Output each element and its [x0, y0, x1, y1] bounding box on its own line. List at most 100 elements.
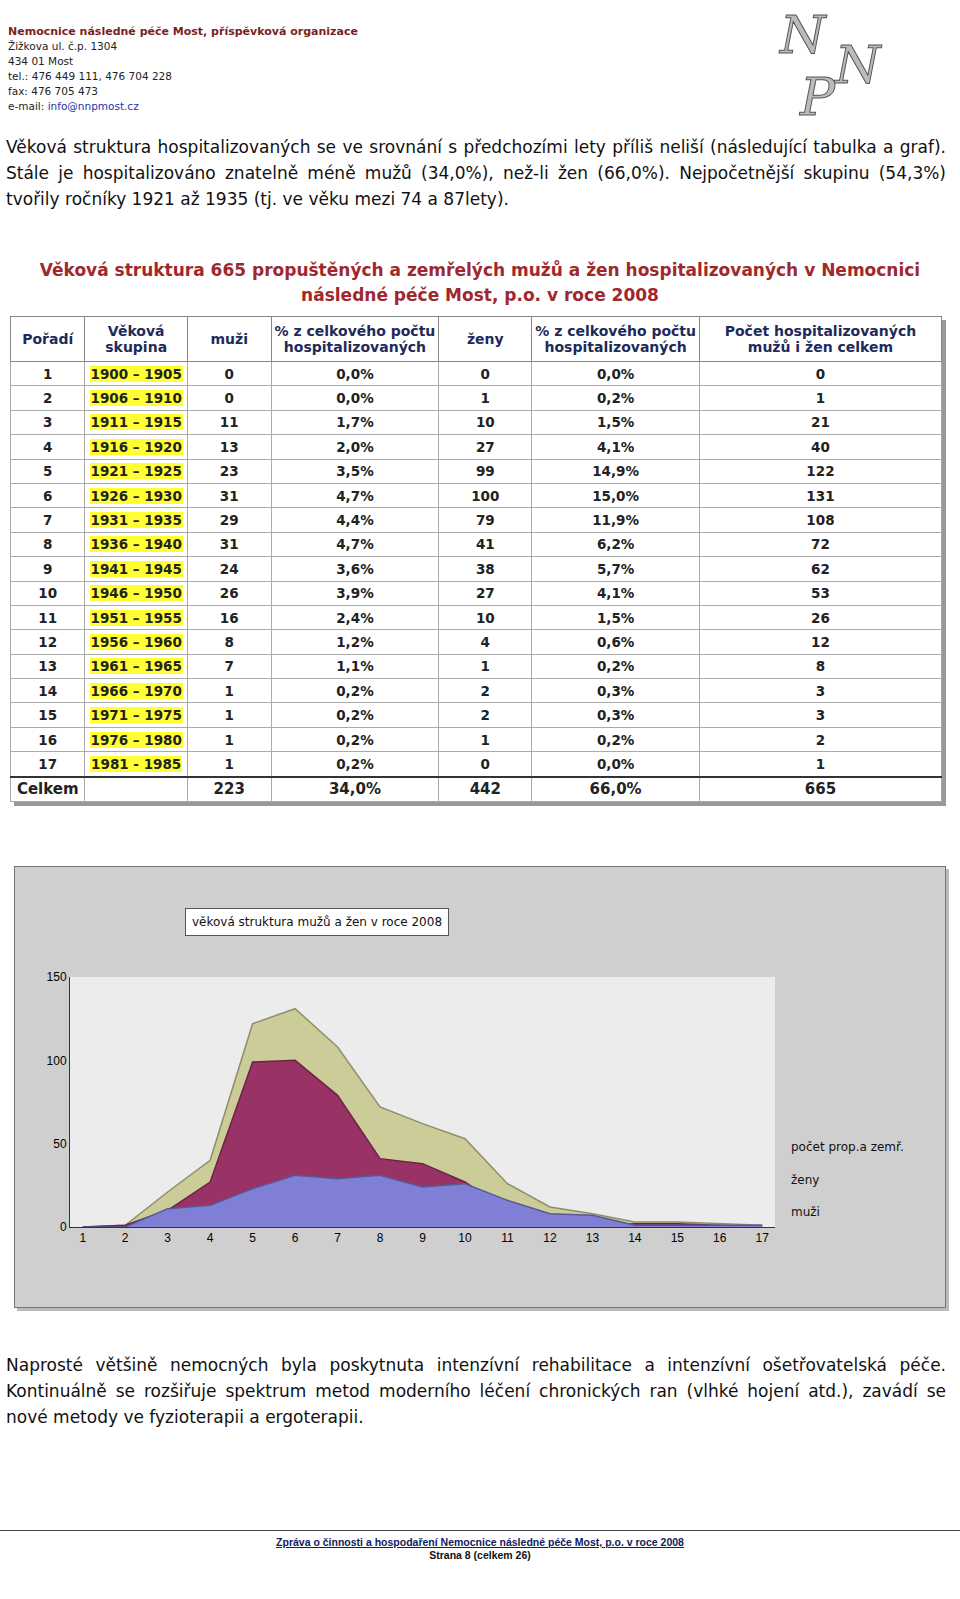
html-text:N N: N N	[780, 5, 881, 95]
html-text:131: 131	[806, 487, 835, 504]
html-text:1900 – 1905: 1900 – 1905	[90, 365, 182, 382]
html-text:1961 – 1965: 1961 – 1965	[90, 658, 182, 675]
html-text:1916 – 1920: 1916 – 1920	[90, 438, 182, 455]
html-text:27: 27	[475, 585, 495, 602]
html-text:4,7%: 4,7%	[336, 536, 374, 553]
svg-text:9: 9	[419, 1231, 426, 1245]
svg-text:12: 12	[543, 1231, 557, 1245]
html-text:0,0%: 0,0%	[336, 365, 374, 382]
html-text:3,6%: 3,6%	[336, 560, 374, 577]
html-text:1,1%: 1,1%	[336, 658, 374, 675]
html-text:4,7%: 4,7%	[336, 487, 374, 504]
html-text:10: 10	[475, 609, 495, 626]
html-text:1946 – 1950: 1946 – 1950	[90, 585, 182, 602]
html-text:24: 24	[219, 560, 239, 577]
html-text:0,2%: 0,2%	[596, 390, 635, 407]
svg-text:14: 14	[628, 1231, 642, 1245]
html-text:665: 665	[804, 780, 837, 799]
html-text:2,0%: 2,0%	[336, 438, 374, 455]
html-text:13: 13	[219, 438, 239, 455]
svg-text:1: 1	[79, 1231, 86, 1245]
html-text:0,0%: 0,0%	[336, 390, 374, 407]
svg-text:10: 10	[458, 1231, 472, 1245]
html-text:1911 – 1915: 1911 – 1915	[90, 414, 182, 431]
html-text:6,2%: 6,2%	[596, 536, 635, 553]
html-text:31: 31	[219, 536, 239, 553]
html-text:10: 10	[475, 414, 495, 431]
html-text:13: 13	[38, 658, 58, 675]
html-text:4,1%: 4,1%	[596, 585, 635, 602]
svg-text:16: 16	[713, 1231, 727, 1245]
html-text:31: 31	[219, 487, 239, 504]
svg-text:50: 50	[53, 1137, 67, 1151]
html-text:62: 62	[811, 560, 830, 577]
svg-text:3: 3	[164, 1231, 171, 1245]
html-text:P: P	[800, 67, 835, 127]
html-text:11: 11	[38, 609, 58, 626]
html-text:Věková struktura hospitalizova: Věková struktura hospitalizovaných se ve…	[6, 137, 946, 209]
html-text:2,4%: 2,4%	[336, 609, 374, 626]
html-text:1936 – 1940: 1936 – 1940	[90, 536, 182, 553]
html-text:40: 40	[811, 438, 830, 455]
html-text:26: 26	[219, 585, 239, 602]
html-text:1906 – 1910: 1906 – 1910	[90, 390, 182, 407]
html-text:Počet hospitalizovaných mužů i: Počet hospitalizovaných mužů i žen celke…	[724, 323, 917, 355]
html-text:53: 53	[811, 585, 830, 602]
html-text:442: 442	[469, 780, 501, 799]
html-text:23: 23	[219, 463, 239, 480]
html-text:1,7%: 1,7%	[336, 414, 374, 431]
html-text:1,5%: 1,5%	[596, 414, 635, 431]
svg-text:ženy: ženy	[791, 1173, 819, 1187]
svg-text:8: 8	[377, 1231, 384, 1245]
html-text:14,9%: 14,9%	[592, 463, 639, 480]
html-text:1926 – 1930: 1926 – 1930	[90, 487, 182, 504]
svg-text:17: 17	[756, 1231, 770, 1245]
svg-text:0: 0	[60, 1220, 67, 1234]
html-text:Věková struktura 665 propuštěn: Věková struktura 665 propuštěných a zemř…	[39, 260, 921, 305]
html-text:1951 – 1955: 1951 – 1955	[90, 609, 182, 626]
html-text:41: 41	[475, 536, 495, 553]
svg-text:4: 4	[207, 1231, 214, 1245]
svg-text:věková struktura mužů a žen v: věková struktura mužů a žen v roce 2008	[192, 915, 442, 929]
html-text:223: 223	[213, 780, 245, 799]
svg-text:100: 100	[47, 1054, 67, 1068]
svg-text:15: 15	[671, 1231, 685, 1245]
svg-text:7: 7	[334, 1231, 341, 1245]
svg-text:5: 5	[249, 1231, 256, 1245]
html-text:26: 26	[811, 609, 830, 626]
html-text:21: 21	[811, 414, 830, 431]
html-text:122: 122	[806, 463, 835, 480]
svg-text:11: 11	[501, 1231, 514, 1245]
svg-text:muži: muži	[791, 1205, 820, 1219]
svg-text:počet prop.a zemř.: počet prop.a zemř.	[791, 1140, 904, 1154]
html-text:% z celkového počtu hospitaliz: % z celkového počtu hospitalizovaných	[274, 323, 436, 355]
html-text:27: 27	[475, 438, 495, 455]
html-text:10: 10	[38, 585, 58, 602]
html-text:66,0%: 66,0%	[589, 780, 642, 799]
html-text:100: 100	[471, 487, 500, 504]
svg-text:2: 2	[122, 1231, 129, 1245]
html-text:Věková skupina: Věková skupina	[105, 323, 168, 355]
html-text:16: 16	[219, 609, 239, 626]
html-text:Naprosté většině nemocných byl: Naprosté většině nemocných byla poskytnu…	[6, 1355, 946, 1427]
html-text:99: 99	[475, 463, 495, 480]
html-text:11: 11	[219, 414, 239, 431]
html-text:1,5%: 1,5%	[596, 609, 635, 626]
svg-text:6: 6	[292, 1231, 299, 1245]
html-text:1921 – 1925: 1921 – 1925	[90, 463, 182, 480]
svg-text:13: 13	[586, 1231, 600, 1245]
html-text:1941 – 1945: 1941 – 1945	[90, 560, 182, 577]
html-text:Celkem: Celkem	[16, 780, 79, 799]
html-text:72: 72	[811, 536, 830, 553]
html-text:4,1%: 4,1%	[596, 438, 635, 455]
html-text:3,9%: 3,9%	[336, 585, 374, 602]
html-text:38: 38	[475, 560, 495, 577]
html-text:0,0%: 0,0%	[596, 365, 635, 382]
html-text:% z celkového počtu hospitaliz: % z celkového počtu hospitalizovaných	[535, 323, 696, 355]
html-text:0,2%: 0,2%	[596, 658, 635, 675]
svg-text:150: 150	[47, 970, 67, 984]
html-text:3,5%: 3,5%	[336, 463, 374, 480]
html-text:15,0%: 15,0%	[592, 487, 639, 504]
html-text:34,0%: 34,0%	[328, 780, 381, 799]
html-text:5,7%: 5,7%	[596, 560, 635, 577]
